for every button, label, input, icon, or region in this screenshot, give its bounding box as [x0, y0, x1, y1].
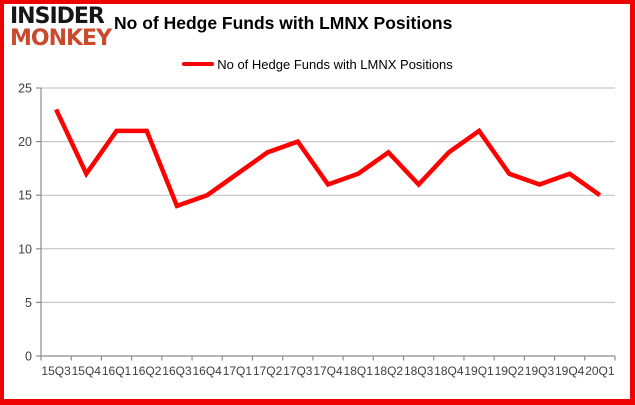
y-axis-label: 10	[18, 242, 32, 256]
logo-monkey-text: MONKEY	[10, 26, 112, 51]
x-axis-label: 17Q4	[313, 364, 343, 378]
x-axis-label: 16Q1	[102, 364, 132, 378]
y-axis-label: 20	[18, 135, 32, 149]
chart-legend: No of Hedge Funds with LMNX Positions	[0, 55, 635, 73]
legend-line-marker	[182, 61, 215, 67]
x-axis-label: 19Q3	[525, 364, 555, 378]
x-axis-label: 20Q1	[585, 364, 615, 378]
x-axis-label: 16Q3	[162, 364, 192, 378]
series-line-no-of-hedge-funds	[54, 108, 602, 209]
insider-monkey-logo: INSIDER MONKEY	[10, 4, 112, 51]
x-axis-label: 19Q1	[464, 364, 494, 378]
y-axis-label: 0	[25, 350, 32, 364]
x-axis-label: 17Q1	[223, 364, 253, 378]
y-axis-label: 15	[18, 189, 32, 203]
x-axis-label: 19Q2	[495, 364, 525, 378]
x-axis-label: 16Q2	[132, 364, 162, 378]
x-axis-label: 18Q3	[404, 364, 434, 378]
x-axis-label: 19Q4	[555, 364, 585, 378]
x-axis-label: 18Q4	[434, 364, 464, 378]
x-axis-label: 15Q4	[72, 364, 102, 378]
y-axis-label: 5	[25, 296, 32, 310]
y-axis-label: 25	[18, 82, 32, 96]
legend-label: No of Hedge Funds with LMNX Positions	[217, 56, 453, 72]
chart-title: No of Hedge Funds with LMNX Positions	[114, 13, 453, 33]
logo-insider-text: INSIDER	[10, 4, 105, 29]
x-axis-label: 16Q4	[192, 364, 222, 378]
x-axis-label: 18Q1	[344, 364, 374, 378]
x-axis-label: 15Q3	[41, 364, 71, 378]
x-axis-label: 17Q3	[283, 364, 313, 378]
x-axis-label: 18Q2	[374, 364, 404, 378]
x-axis-label: 17Q2	[253, 364, 283, 378]
